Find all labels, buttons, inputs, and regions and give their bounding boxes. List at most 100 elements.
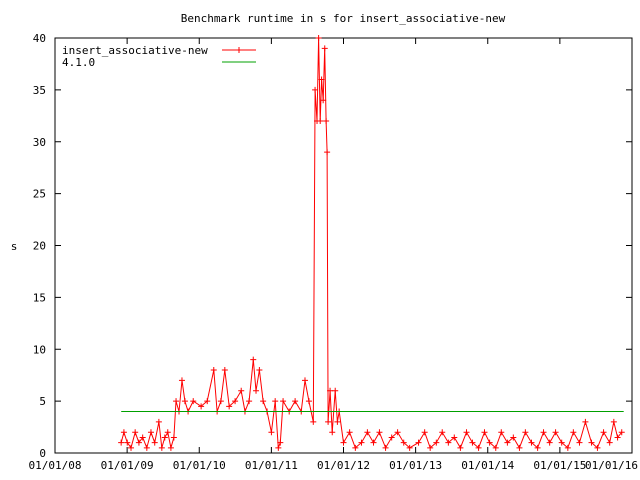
data-point	[312, 86, 319, 93]
data-point	[238, 387, 245, 394]
data-point	[170, 434, 177, 441]
data-point	[558, 439, 565, 446]
data-point	[315, 35, 322, 41]
data-point	[268, 429, 275, 436]
data-point	[457, 444, 464, 451]
data-point	[161, 434, 168, 441]
data-point	[364, 429, 371, 436]
data-point	[504, 439, 511, 446]
y-tick-label: 0	[39, 447, 46, 460]
x-tick-label: 01/01/15	[533, 459, 586, 472]
data-point	[128, 444, 135, 451]
data-point	[260, 398, 267, 405]
y-tick-label: 25	[33, 188, 46, 201]
data-point	[317, 118, 324, 124]
data-point	[352, 444, 359, 451]
data-point	[618, 429, 625, 436]
y-tick-label: 15	[33, 291, 46, 304]
data-point	[370, 439, 377, 446]
data-point	[445, 439, 452, 446]
y-axis-label: s	[11, 240, 18, 253]
data-point	[376, 429, 383, 436]
data-point	[190, 398, 197, 405]
data-point	[120, 429, 127, 436]
data-point	[406, 444, 413, 451]
data-point	[253, 387, 260, 394]
data-point	[564, 444, 571, 451]
y-tick-label: 35	[33, 84, 46, 97]
data-point	[600, 429, 607, 436]
data-point	[492, 444, 499, 451]
data-point	[246, 398, 253, 405]
data-point	[323, 118, 330, 124]
data-point	[516, 444, 523, 451]
data-point	[158, 444, 165, 451]
data-point	[280, 398, 287, 405]
data-point	[570, 429, 577, 436]
data-point	[451, 434, 458, 441]
data-point	[329, 429, 336, 436]
data-point	[463, 429, 470, 436]
data-point	[528, 439, 535, 446]
data-point	[139, 434, 146, 441]
plot-frame	[54, 37, 633, 454]
y-axis: 0 5 10 15 20 25 30 35 40	[33, 32, 632, 460]
x-axis: 01/01/08 01/01/09 01/01/10 01/01/11 01/01/12…	[29, 38, 638, 472]
legend-marker-1	[236, 47, 242, 53]
x-tick-label: 01/01/11	[245, 459, 298, 472]
x-tick-label: 01/01/12	[317, 459, 370, 472]
data-point	[124, 439, 131, 446]
data-point	[475, 444, 482, 451]
data-point	[250, 356, 257, 363]
data-point	[334, 418, 341, 425]
data-point	[576, 439, 583, 446]
data-point	[346, 429, 353, 436]
data-point	[394, 429, 401, 436]
data-point	[421, 429, 428, 436]
data-point	[167, 444, 174, 451]
data-point	[301, 377, 308, 384]
data-point	[232, 398, 239, 405]
x-tick-label: 01/01/13	[389, 459, 442, 472]
data-point	[272, 398, 279, 405]
series-layer	[118, 35, 625, 451]
data-point	[439, 429, 446, 436]
data-point	[173, 398, 180, 405]
data-point	[382, 444, 389, 451]
data-point	[221, 367, 228, 373]
data-point	[147, 429, 154, 436]
x-tick-label: 01/01/14	[461, 459, 514, 472]
data-point	[614, 434, 621, 441]
data-point	[256, 367, 263, 373]
data-point	[469, 439, 476, 446]
data-point	[155, 418, 162, 425]
data-point	[305, 398, 312, 405]
data-point	[546, 439, 553, 446]
data-point	[318, 76, 325, 83]
data-point	[332, 387, 339, 394]
x-tick-label: 01/01/09	[101, 459, 154, 472]
data-point	[217, 398, 224, 405]
legend-label-2: 4.1.0	[62, 56, 95, 69]
data-point	[427, 444, 434, 451]
data-point	[135, 439, 142, 446]
data-point	[594, 444, 601, 451]
y-tick-label: 30	[33, 136, 46, 149]
chart-title: Benchmark runtime in s for insert_associ…	[181, 12, 506, 25]
y-tick-label: 5	[39, 395, 46, 408]
data-point	[486, 439, 493, 446]
data-point	[415, 439, 422, 446]
data-point	[324, 149, 331, 156]
data-point	[433, 439, 440, 446]
data-point	[118, 439, 125, 446]
data-point	[226, 403, 233, 410]
data-point	[610, 418, 617, 425]
data-point	[534, 444, 541, 451]
y-tick-label: 20	[33, 240, 46, 253]
data-point	[340, 439, 347, 446]
data-point	[204, 398, 211, 405]
series-line-1	[120, 37, 623, 450]
data-point	[132, 429, 139, 436]
